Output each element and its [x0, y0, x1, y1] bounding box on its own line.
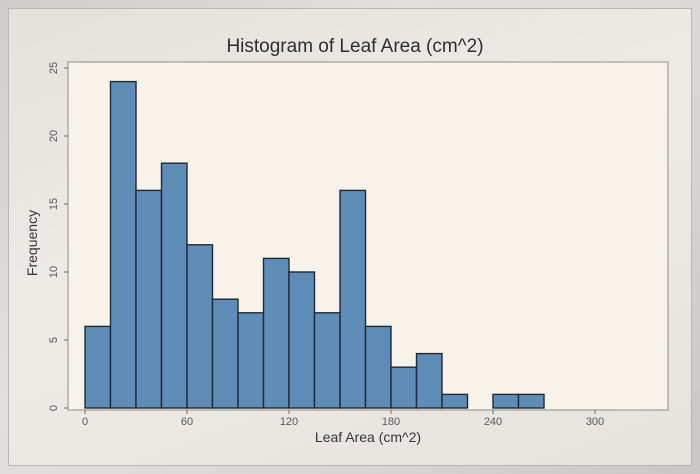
y-axis: 0 5 10 15 20 25 — [48, 62, 68, 411]
histogram-bar — [441, 393, 469, 409]
histogram-bar — [186, 244, 214, 409]
bars-group — [84, 80, 545, 409]
chart-title: Histogram of Leaf Area (cm^2) — [226, 36, 483, 57]
x-tick-label: 300 — [586, 416, 604, 428]
y-tick-label: 15 — [48, 198, 60, 210]
histogram-bar — [160, 162, 188, 409]
x-axis-title: Leaf Area (cm^2) — [315, 429, 421, 445]
histogram-bar — [415, 352, 443, 409]
histogram-bar — [84, 325, 112, 409]
histogram-bar — [288, 271, 316, 409]
histogram-bar — [313, 312, 341, 409]
y-tick-label: 0 — [48, 405, 60, 411]
histogram-bar — [390, 366, 418, 409]
x-tick-label: 180 — [382, 416, 400, 428]
histogram-bar — [211, 298, 239, 409]
y-tick-label: 10 — [48, 266, 60, 278]
x-tick-label: 0 — [82, 416, 88, 428]
x-tick-label: 60 — [181, 416, 193, 428]
y-axis-title: Frequency — [24, 210, 40, 276]
histogram-bar — [339, 189, 367, 409]
x-tick-label: 120 — [280, 416, 298, 428]
histogram-bar — [237, 312, 265, 409]
y-tick-label: 5 — [48, 337, 60, 343]
histogram-bar — [109, 80, 137, 409]
y-tick-label: 20 — [48, 130, 60, 142]
x-axis: 0 60 120 180 240 300 — [82, 410, 604, 428]
histogram-bar — [517, 393, 545, 409]
histogram-bar — [364, 325, 392, 409]
x-tick-label: 240 — [484, 416, 502, 428]
histogram-bar — [492, 393, 520, 409]
y-tick-label: 25 — [48, 62, 60, 74]
histogram-bar — [135, 189, 163, 409]
histogram-bar — [262, 257, 290, 409]
